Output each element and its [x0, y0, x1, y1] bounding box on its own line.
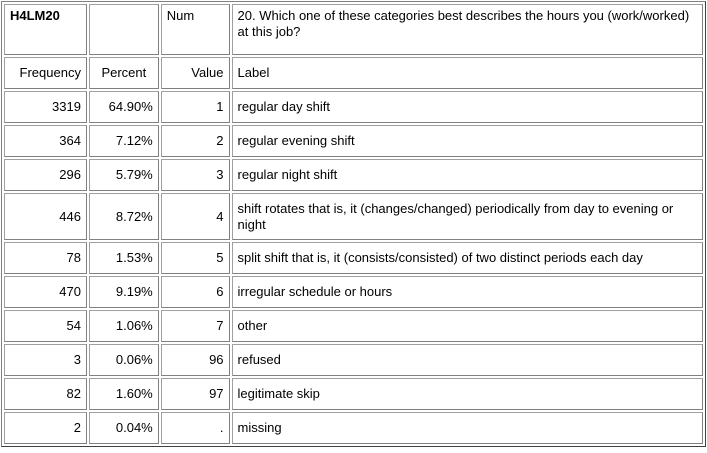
label-cell: regular day shift — [231, 91, 703, 123]
label-cell: legitimate skip — [231, 378, 703, 410]
column-header-label: Label — [231, 57, 703, 89]
frequency-cell: 82 — [4, 378, 87, 410]
value-cell: 3 — [160, 159, 230, 191]
header-blank-cell — [88, 4, 159, 55]
percent-cell: 7.12% — [88, 125, 159, 157]
value-cell: 2 — [160, 125, 230, 157]
value-cell: . — [160, 412, 230, 444]
column-header-frequency: Frequency — [4, 57, 87, 89]
label-cell: shift rotates that is, it (changes/chang… — [231, 193, 703, 240]
table-row: 78 1.53% 5 split shift that is, it (cons… — [4, 242, 703, 274]
percent-cell: 1.06% — [88, 310, 159, 342]
label-cell: other — [231, 310, 703, 342]
frequency-cell: 364 — [4, 125, 87, 157]
table-row: 296 5.79% 3 regular night shift — [4, 159, 703, 191]
frequency-cell: 2 — [4, 412, 87, 444]
percent-cell: 1.60% — [88, 378, 159, 410]
frequency-cell: 3319 — [4, 91, 87, 123]
table-row: 82 1.60% 97 legitimate skip — [4, 378, 703, 410]
table-row: 54 1.06% 7 other — [4, 310, 703, 342]
label-cell: regular evening shift — [231, 125, 703, 157]
column-header-value: Value — [160, 57, 230, 89]
frequency-cell: 3 — [4, 344, 87, 376]
value-cell: 7 — [160, 310, 230, 342]
frequency-cell: 446 — [4, 193, 87, 240]
percent-cell: 1.53% — [88, 242, 159, 274]
frequency-cell: 296 — [4, 159, 87, 191]
value-cell: 97 — [160, 378, 230, 410]
percent-cell: 5.79% — [88, 159, 159, 191]
percent-cell: 8.72% — [88, 193, 159, 240]
label-cell: missing — [231, 412, 703, 444]
value-cell: 1 — [160, 91, 230, 123]
value-cell: 96 — [160, 344, 230, 376]
table-row: 446 8.72% 4 shift rotates that is, it (c… — [4, 193, 703, 240]
frequency-cell: 470 — [4, 276, 87, 308]
frequency-cell: 78 — [4, 242, 87, 274]
table-row: 2 0.04% . missing — [4, 412, 703, 444]
label-cell: regular night shift — [231, 159, 703, 191]
question-text: 20. Which one of these categories best d… — [231, 4, 703, 55]
percent-cell: 9.19% — [88, 276, 159, 308]
value-cell: 6 — [160, 276, 230, 308]
variable-name: H4LM20 — [4, 4, 87, 55]
column-header-percent: Percent — [88, 57, 159, 89]
percent-cell: 0.04% — [88, 412, 159, 444]
frequency-cell: 54 — [4, 310, 87, 342]
column-header-row: Frequency Percent Value Label — [4, 57, 703, 89]
table-row: 470 9.19% 6 irregular schedule or hours — [4, 276, 703, 308]
percent-cell: 0.06% — [88, 344, 159, 376]
value-cell: 5 — [160, 242, 230, 274]
table-row: 3319 64.90% 1 regular day shift — [4, 91, 703, 123]
table-row: 364 7.12% 2 regular evening shift — [4, 125, 703, 157]
label-cell: irregular schedule or hours — [231, 276, 703, 308]
variable-type: Num — [160, 4, 230, 55]
label-cell: split shift that is, it (consists/consis… — [231, 242, 703, 274]
percent-cell: 64.90% — [88, 91, 159, 123]
label-cell: refused — [231, 344, 703, 376]
value-cell: 4 — [160, 193, 230, 240]
table-row: 3 0.06% 96 refused — [4, 344, 703, 376]
variable-header-row: H4LM20 Num 20. Which one of these catego… — [4, 4, 703, 55]
